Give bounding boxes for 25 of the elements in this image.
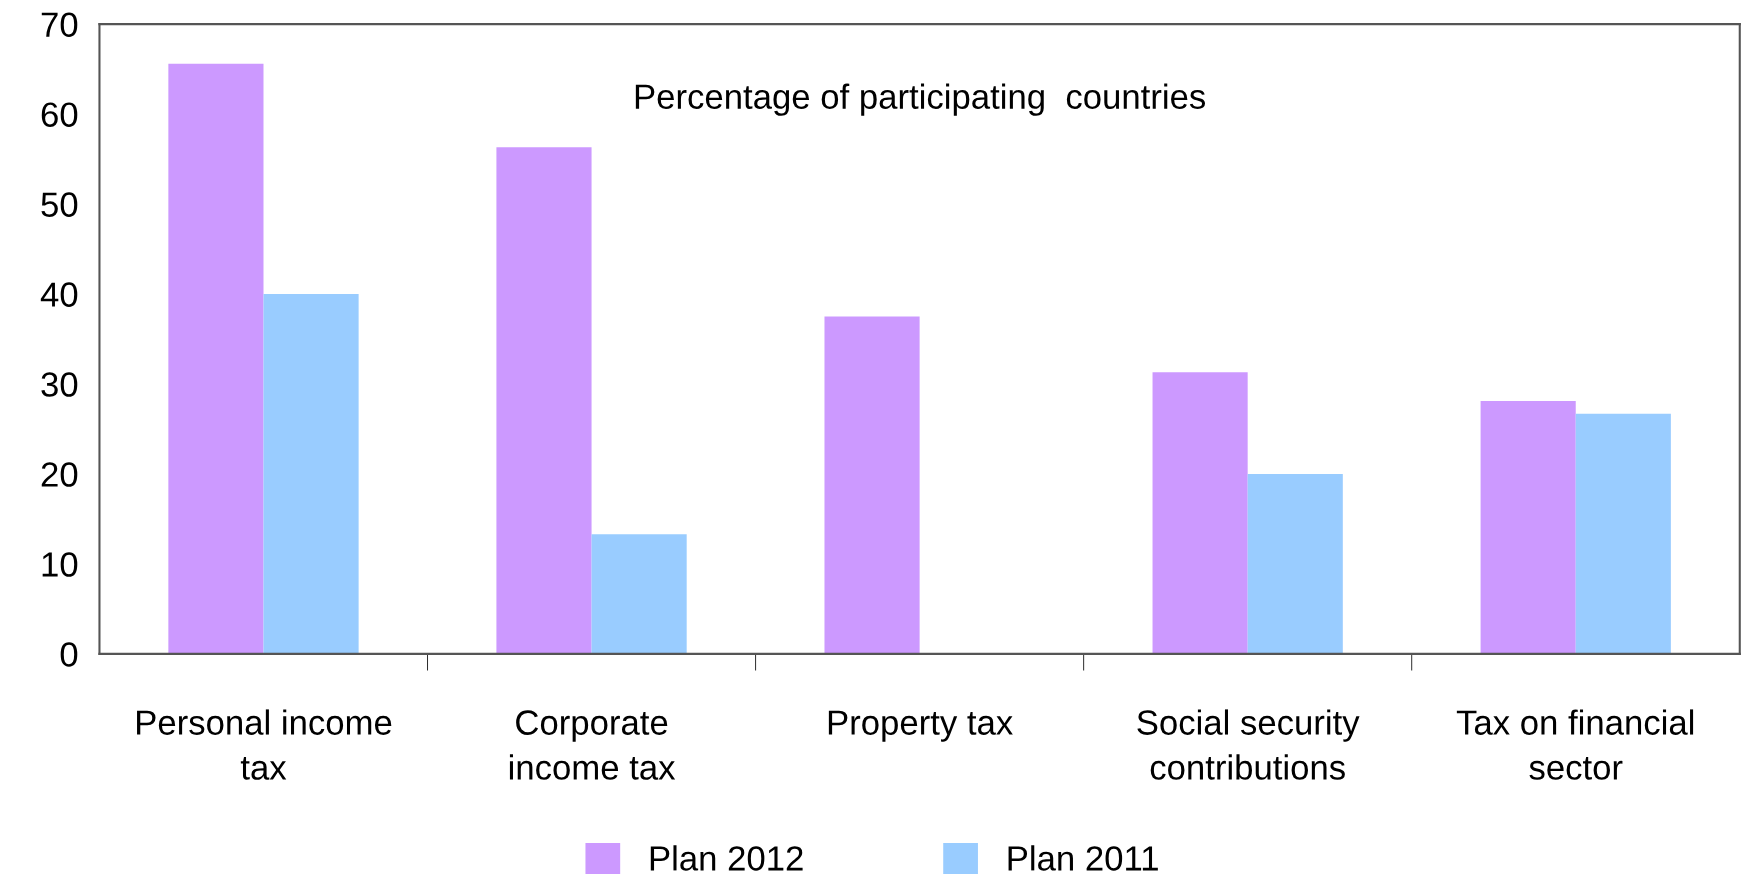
x-tick-label: Personal income tax [137,709,392,780]
bar [496,147,592,654]
bar [168,63,264,654]
x-tick-label: Tax on financial sector [1456,709,1694,780]
x-tick-label: Property tax [828,710,1013,742]
text: Percentage of participating countries [635,83,1206,116]
y-tick-label: 40 [40,282,78,307]
bar [1247,473,1343,654]
legend-label: Plan 2011 [1008,845,1158,871]
bar [1152,372,1248,654]
y-tick-label: 30 [41,372,78,397]
bar [824,316,920,654]
y-tick-label: 20 [41,462,78,487]
legend-label: Plan 2012 [650,845,803,871]
x-tick-label: Corporate income tax [509,710,676,780]
bar [1575,413,1671,654]
bar [591,534,687,654]
bar [263,293,359,654]
y-tick-label: 70 [41,12,78,38]
bar [1480,401,1576,654]
y-tick-label: 10 [42,552,78,577]
y-tick-label: 60 [41,102,78,127]
y-tick-label: 0 [60,642,78,667]
x-tick-label: Social security contributions [1137,709,1360,780]
y-tick-label: 50 [41,192,78,217]
